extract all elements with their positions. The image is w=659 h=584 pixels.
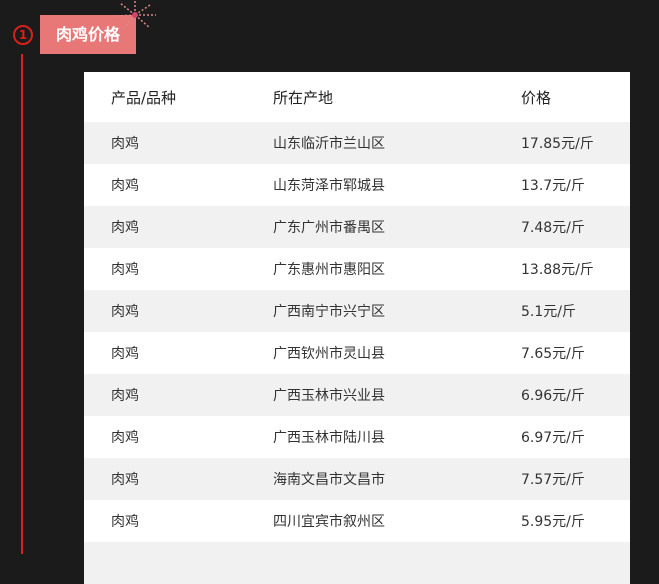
cell-product [84,542,273,584]
cell-product: 肉鸡 [84,206,273,248]
firework-decoration-icon [115,0,156,31]
cell-price: 7.48元/斤 [521,206,630,248]
cell-product: 肉鸡 [111,178,139,194]
cell-product: 肉鸡 [84,290,273,332]
cell-price: 6.96元/斤 [521,374,630,416]
table-row: 肉鸡 广西玉林市兴业县 6.96元/斤 [84,374,630,416]
table-row: 肉鸡 山东菏泽市郓城县 13.7元/斤 [84,164,630,206]
cell-product: 肉鸡 [111,262,139,278]
cell-price: 7.65元/斤 [521,346,585,362]
cell-origin: 海南文昌市文昌市 [273,458,521,500]
cell-product: 肉鸡 [84,374,273,416]
price-table: 产品/品种 所在产地 价格 肉鸡 山东临沂市兰山区 17.85元/斤 肉鸡 山东菏泽市郓… [84,72,630,584]
table-row [84,542,630,584]
cell-price: 6.97元/斤 [521,430,585,446]
cell-origin: 广西玉林市兴业县 [273,374,521,416]
section-number-badge: 1 [13,25,33,45]
cell-origin [273,542,521,584]
table-row: 肉鸡 广西玉林市陆川县 6.97元/斤 [84,416,630,458]
cell-product: 肉鸡 [84,458,273,500]
cell-origin: 广西玉林市陆川县 [273,430,385,446]
cell-price: 7.57元/斤 [521,458,630,500]
header-product: 产品/品种 [111,88,177,107]
cell-price [521,542,630,584]
cell-origin: 山东菏泽市郓城县 [273,178,385,194]
table-row: 肉鸡 广西钦州市灵山县 7.65元/斤 [84,332,630,374]
cell-origin: 四川宜宾市叙州区 [273,514,385,530]
cell-product: 肉鸡 [111,514,139,530]
cell-price: 13.88元/斤 [521,262,594,278]
table-row: 肉鸡 海南文昌市文昌市 7.57元/斤 [84,458,630,500]
table-row: 肉鸡 山东临沂市兰山区 17.85元/斤 [84,122,630,164]
section-title: 肉鸡价格 [40,15,136,54]
cell-product: 肉鸡 [84,122,273,164]
cell-price: 17.85元/斤 [521,122,630,164]
cell-origin: 广东惠州市惠阳区 [273,262,385,278]
table-header-row: 产品/品种 所在产地 价格 [84,72,630,122]
cell-price: 5.95元/斤 [521,514,585,530]
table-row: 肉鸡 广西南宁市兴宁区 5.1元/斤 [84,290,630,332]
cell-product: 肉鸡 [111,430,139,446]
header-price: 价格 [521,88,552,107]
table-row: 肉鸡 广东广州市番禺区 7.48元/斤 [84,206,630,248]
timeline-line [21,54,23,554]
cell-product: 肉鸡 [111,346,139,362]
cell-price: 5.1元/斤 [521,290,630,332]
cell-origin: 广西钦州市灵山县 [273,346,385,362]
cell-origin: 广东广州市番禺区 [273,206,521,248]
cell-origin: 广西南宁市兴宁区 [273,290,521,332]
header-origin: 所在产地 [273,88,334,107]
table-row: 肉鸡 广东惠州市惠阳区 13.88元/斤 [84,248,630,290]
cell-price: 13.7元/斤 [521,178,585,194]
table-row: 肉鸡 四川宜宾市叙州区 5.95元/斤 [84,500,630,542]
cell-origin: 山东临沂市兰山区 [273,122,521,164]
